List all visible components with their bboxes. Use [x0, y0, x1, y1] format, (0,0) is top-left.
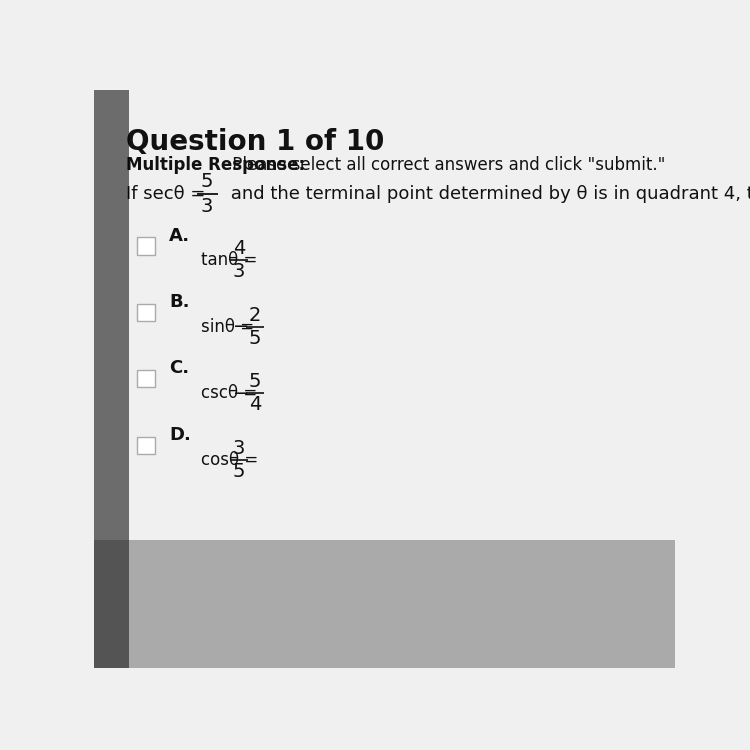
Text: Question 1 of 10: Question 1 of 10 [126, 128, 384, 155]
Bar [137, 237, 154, 254]
Text: 4: 4 [232, 239, 245, 258]
Text: 5: 5 [201, 172, 213, 190]
Text: and the terminal point determined by θ is in quadrant 4, then:: and the terminal point determined by θ i… [224, 185, 750, 203]
Text: −: − [233, 317, 250, 336]
Text: Please select all correct answers and click "submit.": Please select all correct answers and cl… [227, 157, 666, 175]
Text: A.: A. [170, 226, 190, 244]
Bar [137, 304, 154, 321]
Text: tanθ =: tanθ = [201, 251, 263, 269]
Text: sinθ =: sinθ = [201, 318, 260, 336]
Bar [137, 370, 154, 388]
Bar [94, 541, 675, 668]
Text: cscθ =: cscθ = [201, 384, 262, 402]
Text: 3: 3 [201, 197, 213, 216]
Text: B.: B. [170, 293, 190, 311]
Text: 4: 4 [249, 395, 261, 414]
Text: 5: 5 [249, 328, 261, 348]
Bar [137, 436, 154, 454]
Text: 3: 3 [232, 262, 245, 281]
Text: −: − [233, 384, 250, 403]
Text: D.: D. [170, 426, 191, 444]
Text: 3: 3 [232, 439, 245, 458]
Text: Multiple Response:: Multiple Response: [126, 157, 304, 175]
Bar [94, 90, 129, 668]
Text: C.: C. [170, 359, 190, 377]
Text: 2: 2 [249, 306, 261, 325]
Text: 5: 5 [232, 462, 245, 481]
Text: cosθ =: cosθ = [201, 451, 264, 469]
Text: If secθ =: If secθ = [126, 185, 211, 203]
Text: 5: 5 [249, 372, 261, 392]
